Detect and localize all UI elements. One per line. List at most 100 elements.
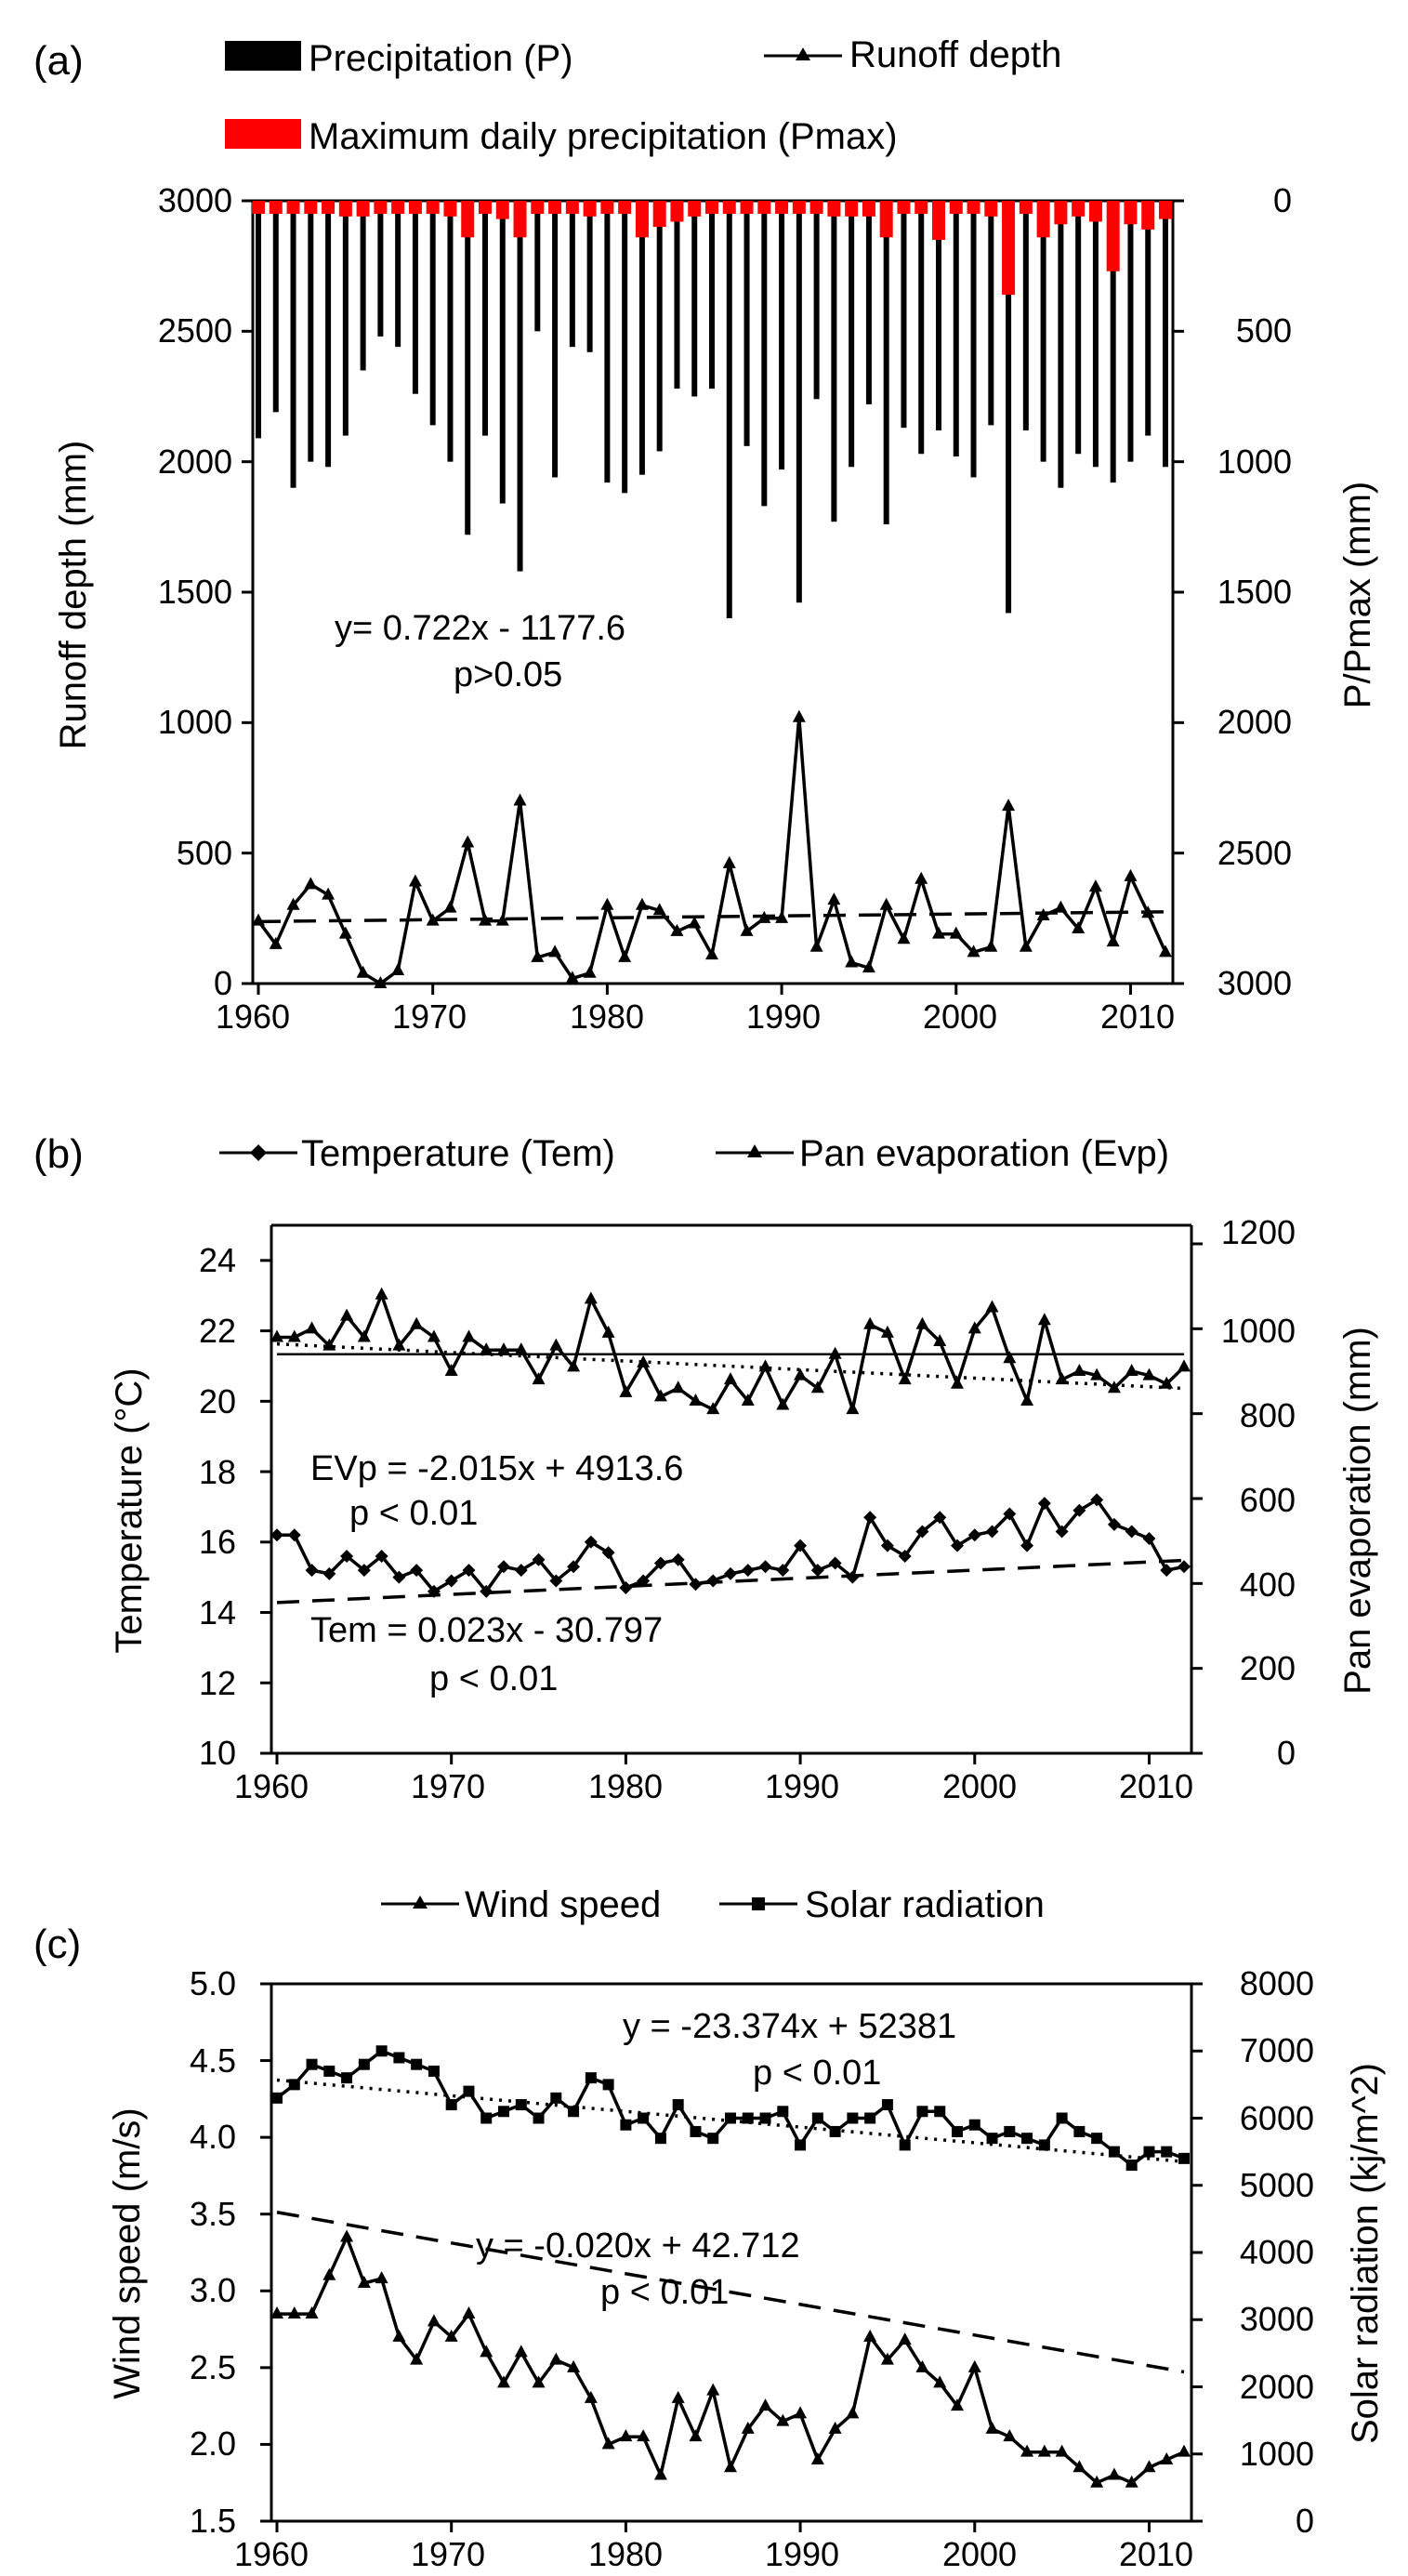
tem-point	[653, 1556, 667, 1570]
b-pvalue-evp: p < 0.01	[349, 1494, 478, 1533]
runoff-point	[984, 939, 998, 952]
precip-bar	[569, 201, 575, 348]
precip-bar	[709, 201, 715, 390]
c-equation-solar: y = -23.374x + 52381	[623, 2007, 956, 2046]
pmax-bar	[635, 201, 649, 238]
evp-point	[1125, 1364, 1138, 1376]
a-x-tick-labels: 1960 1970 1980 1990 2000 2010	[216, 997, 1175, 1036]
evp-point	[1055, 1372, 1069, 1385]
legend-runoff-label: Runoff depth	[849, 34, 1061, 75]
solar-point	[1125, 2160, 1138, 2172]
pmax-bar	[374, 201, 388, 215]
tem-point	[1072, 1503, 1086, 1517]
wind-point	[340, 2229, 354, 2242]
precip-bar	[761, 201, 768, 507]
pmax-bar	[304, 201, 318, 215]
wind-point	[375, 2271, 388, 2284]
precip-bar	[482, 201, 488, 436]
wind-point	[1142, 2460, 1156, 2473]
legend-wind-marker	[413, 1896, 428, 1909]
pmax-bar	[1159, 201, 1172, 219]
solar-point	[847, 2112, 859, 2124]
c-left-tick: 1.5	[190, 2502, 236, 2540]
pmax-bar	[583, 201, 597, 217]
precip-bar	[517, 201, 523, 572]
wind-point	[480, 2345, 493, 2358]
a-ylabel-left: Runoff depth (mm)	[53, 441, 94, 750]
runoff-point	[1159, 945, 1172, 958]
wind-point	[1160, 2451, 1174, 2464]
solar-point	[620, 2119, 632, 2131]
c-right-tick: 2000	[1240, 2368, 1314, 2406]
c-left-tick: 4.0	[190, 2118, 236, 2156]
runoff-point	[1141, 905, 1155, 918]
tem-point	[706, 1574, 720, 1588]
runoff-point	[809, 939, 823, 952]
wind-point	[1037, 2444, 1051, 2457]
precip-bar	[622, 201, 628, 494]
precip-bar	[395, 201, 401, 348]
c-x-tick: 1990	[765, 2535, 839, 2573]
precip-bar	[1092, 201, 1099, 468]
c-right-tick: 8000	[1240, 1964, 1314, 2002]
tem-point	[357, 1564, 371, 1578]
wind-point	[951, 2398, 964, 2411]
runoff-point	[967, 945, 980, 958]
a-left-tick: 0	[214, 964, 232, 1002]
a-left-tick: 3000	[158, 181, 232, 219]
wind-point	[584, 2390, 598, 2403]
solar-point	[341, 2072, 353, 2084]
precip-bar	[883, 201, 889, 525]
tem-point	[601, 1546, 615, 1560]
c-x-tick-labels: 1960 1970 1980 1990 2000 2010	[234, 2535, 1193, 2573]
tem-point	[637, 1574, 651, 1588]
precip-bar	[447, 201, 454, 462]
pmax-bar	[1088, 201, 1102, 222]
solar-point	[795, 2139, 807, 2151]
c-right-tick: 0	[1296, 2502, 1314, 2540]
pmax-bar	[269, 201, 283, 215]
wind-point	[357, 2276, 371, 2289]
tem-point	[1107, 1517, 1121, 1531]
precip-bar	[674, 201, 680, 390]
runoff-point	[583, 965, 597, 978]
precip-bar	[901, 201, 907, 429]
precip-bar	[1022, 201, 1029, 430]
evp-point	[741, 1393, 755, 1406]
tem-point	[584, 1535, 598, 1549]
b-left-tick: 22	[199, 1312, 236, 1350]
wind-point	[794, 2406, 808, 2419]
precip-bar	[779, 201, 785, 470]
panel-c-label: (c)	[33, 1922, 81, 1967]
precip-bar	[918, 201, 925, 455]
evp-point	[985, 1300, 999, 1313]
solar-point	[533, 2112, 545, 2124]
a-x-tick: 1960	[216, 997, 290, 1036]
solar-point	[1108, 2146, 1120, 2158]
evp-point	[322, 1338, 336, 1351]
wind-point	[567, 2359, 581, 2372]
runoff-point	[949, 926, 963, 939]
evp-point	[584, 1291, 598, 1304]
pmax-bar	[408, 201, 422, 215]
precip-bar	[1075, 201, 1082, 455]
pmax-bar	[705, 201, 718, 215]
legend-tem-label: Temperature (Tem)	[301, 1133, 615, 1174]
b-right-tick: 200	[1240, 1649, 1296, 1687]
wind-point	[549, 2352, 563, 2365]
tem-point	[985, 1525, 999, 1539]
tem-point	[1178, 1560, 1191, 1574]
c-right-tick: 5000	[1240, 2166, 1314, 2204]
b-right-tick: 1200	[1221, 1213, 1296, 1251]
b-right-tick-labels: 0 200 400 600 800 1000 1200	[1221, 1213, 1296, 1772]
evp-point	[392, 1338, 406, 1351]
wind-point	[741, 2421, 755, 2434]
precip-bar	[429, 201, 436, 426]
solar-point	[742, 2112, 754, 2124]
runoff-point	[775, 910, 789, 923]
runoff-point	[688, 916, 702, 929]
c-pvalue-solar: p < 0.01	[753, 2054, 881, 2093]
runoff-point	[391, 962, 405, 975]
runoff-point	[1019, 939, 1033, 952]
tem-point	[915, 1525, 929, 1539]
